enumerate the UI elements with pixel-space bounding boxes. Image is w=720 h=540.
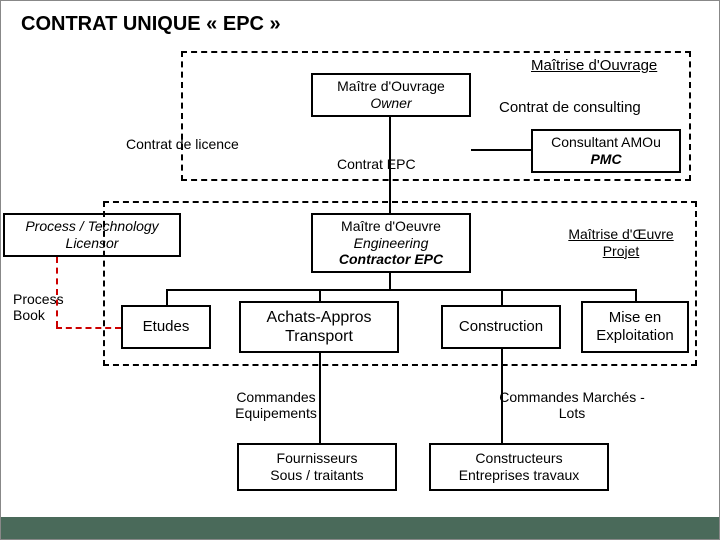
consultant-line2: PMC — [590, 151, 621, 168]
line-oeuvre-down — [389, 273, 391, 289]
drop-mise — [635, 289, 637, 301]
red-line-h — [56, 327, 121, 329]
fourn-b: Sous / traitants — [270, 467, 363, 484]
line-construction-down — [501, 349, 503, 443]
achats-b: Transport — [285, 327, 353, 346]
owner-line1: Maître d'Ouvrage — [337, 78, 445, 95]
etudes-text: Etudes — [143, 318, 190, 336]
fourn-a: Fournisseurs — [277, 450, 358, 467]
achats-a: Achats-Appros — [267, 308, 372, 327]
box-consultant: Consultant AMOu PMC — [531, 129, 681, 173]
mise-a: Mise en — [609, 309, 662, 327]
drop-achats — [319, 289, 321, 301]
drop-etudes — [166, 289, 168, 305]
line-bus — [166, 289, 636, 291]
box-mise: Mise en Exploitation — [581, 301, 689, 353]
line-achats-down — [319, 353, 321, 443]
footer-bar — [1, 517, 719, 539]
constr-b: Entreprises travaux — [459, 467, 580, 484]
line-owner-down — [389, 117, 391, 213]
label-contrat-licence: Contrat de licence — [126, 136, 239, 152]
red-line-v — [56, 257, 58, 327]
label-contrat-epc: Contrat EPC — [337, 156, 416, 172]
label-commandes-equip: Commandes Equipements — [211, 389, 341, 421]
box-owner: Maître d'Ouvrage Owner — [311, 73, 471, 117]
mise-b: Exploitation — [596, 327, 674, 345]
page-title: CONTRAT UNIQUE « EPC » — [21, 13, 281, 36]
consultant-line1: Consultant AMOu — [551, 134, 661, 151]
constr-a: Constructeurs — [475, 450, 562, 467]
box-fournisseurs: Fournisseurs Sous / traitants — [237, 443, 397, 491]
label-commandes-marches: Commandes Marchés - Lots — [487, 389, 657, 421]
box-etudes: Etudes — [121, 305, 211, 349]
box-achats: Achats-Appros Transport — [239, 301, 399, 353]
construction-text: Construction — [459, 318, 543, 336]
line-owner-consultant — [471, 149, 531, 151]
owner-line2: Owner — [370, 95, 411, 112]
box-construction: Construction — [441, 305, 561, 349]
label-process-book: Process Book — [13, 291, 83, 323]
box-constructeurs: Constructeurs Entreprises travaux — [429, 443, 609, 491]
drop-construction — [501, 289, 503, 305]
